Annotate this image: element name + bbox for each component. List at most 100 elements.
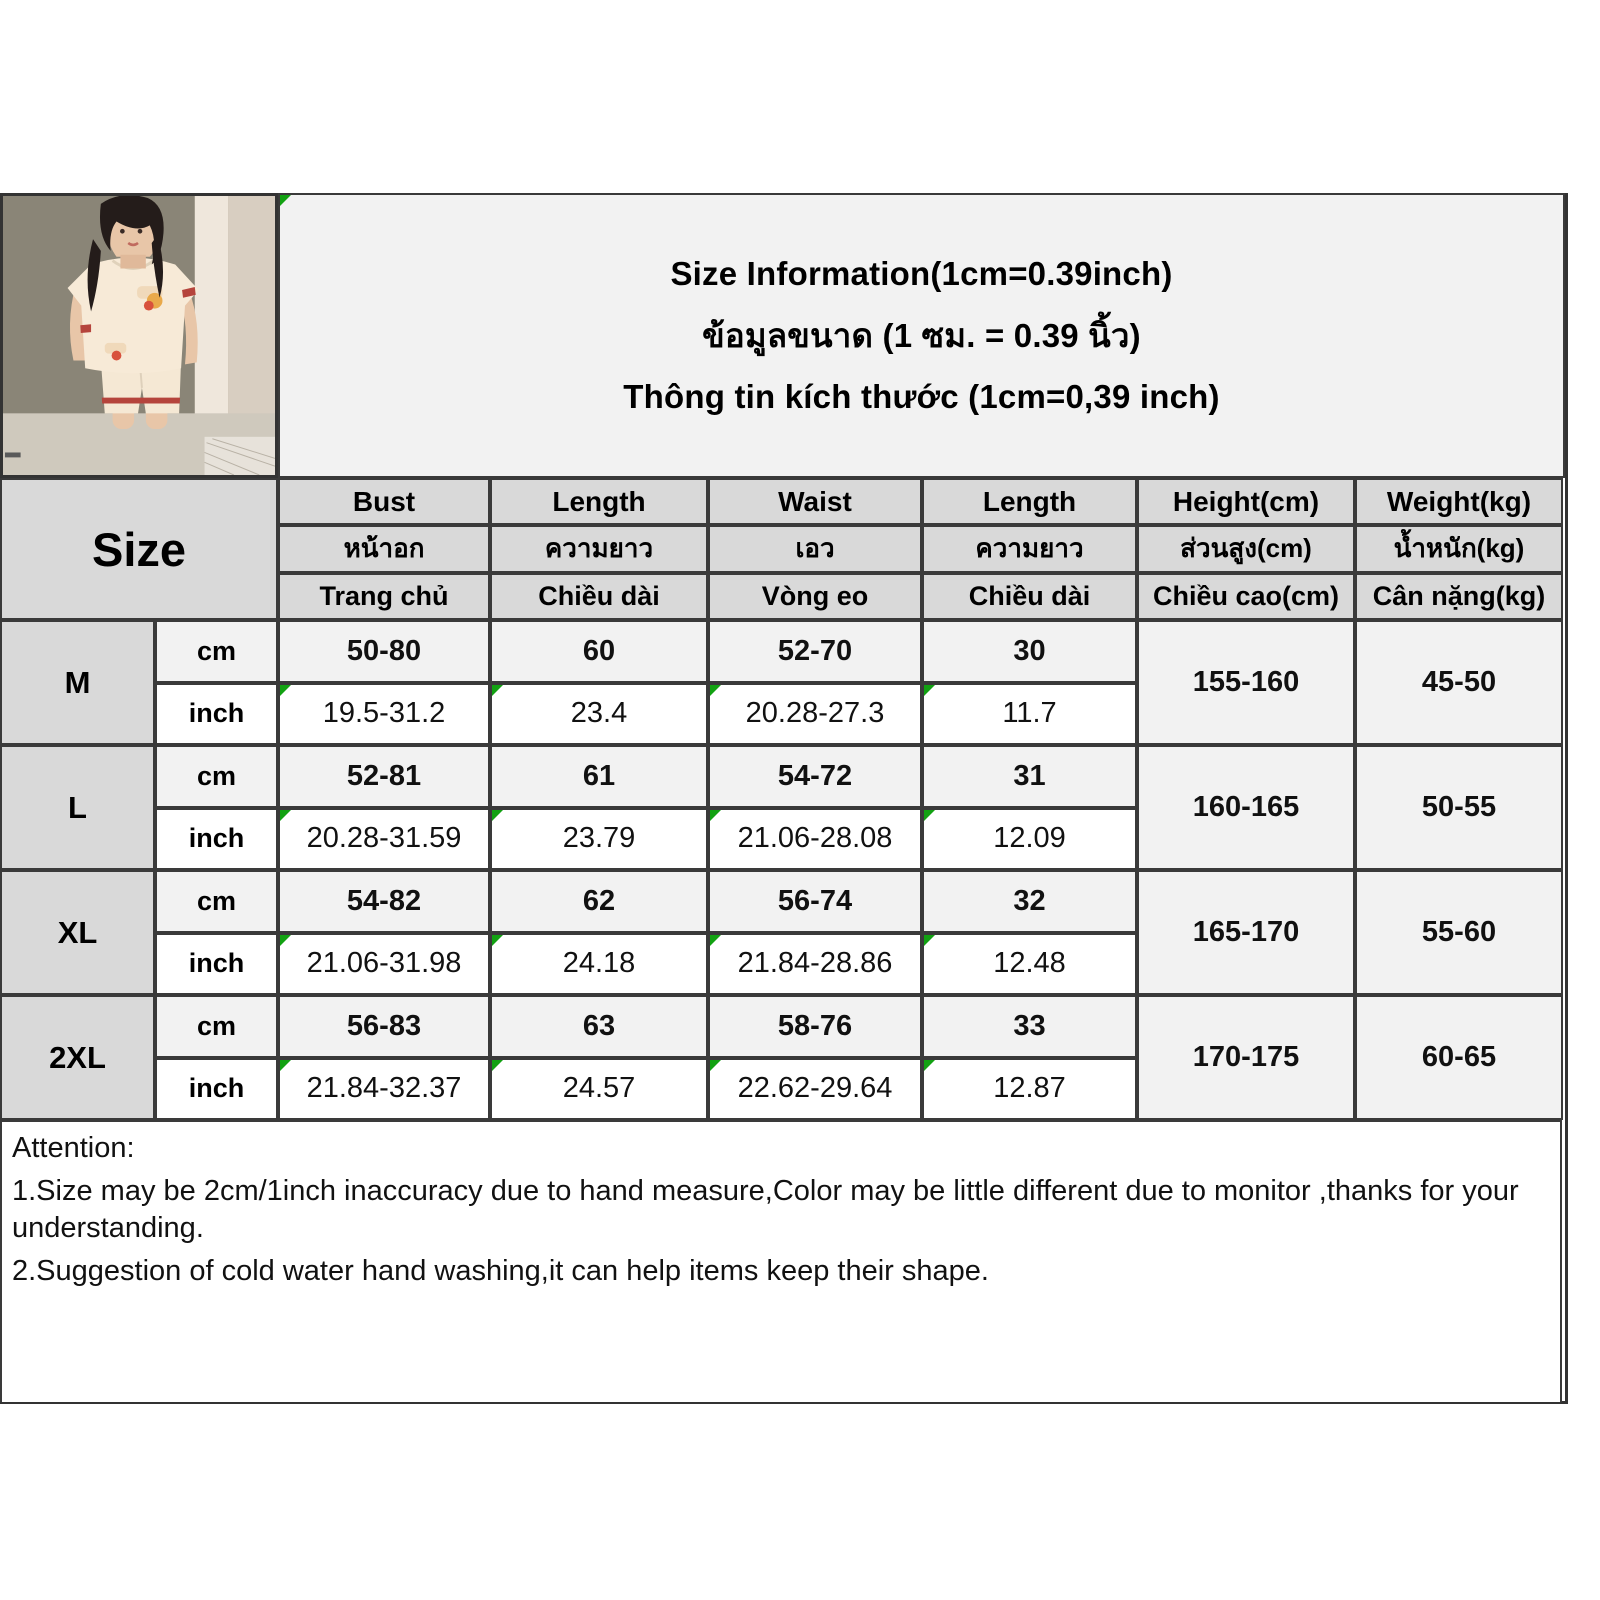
unit-inch-2XL-label: inch: [188, 1073, 245, 1104]
comment-marker-icon: [492, 809, 503, 821]
cell-L-inch-2-label: 23.79: [562, 822, 636, 855]
cell-2XL-cm-4: 33: [922, 995, 1137, 1058]
header-en-2: Length: [490, 478, 708, 526]
cell-2XL-cm-4-label: 33: [1013, 1009, 1046, 1042]
header-th-6: น้ำหนัก(kg): [1355, 525, 1563, 573]
title-line-thai: ข้อมูลขนาด (1 ซม. = 0.39 นิ้ว): [702, 317, 1141, 354]
cell-M-inch-4: 11.7: [922, 682, 1137, 745]
cell-L-cm-2-label: 61: [582, 759, 616, 792]
header-th-5: ส่วนสูง(cm): [1137, 525, 1355, 573]
cell-2XL-cm-2-label: 63: [582, 1009, 616, 1042]
header-en-2-label: Length: [552, 485, 646, 517]
cell-L-cm-3: 54-72: [708, 745, 922, 808]
comment-marker-icon: [280, 934, 291, 946]
comment-marker-icon: [280, 195, 291, 206]
cell-L-cm-1-label: 52-81: [346, 759, 422, 792]
header-vi-2-label: Chiều dài: [538, 580, 660, 611]
cell-2XL-inch-3: 22.62-29.64: [708, 1057, 922, 1120]
header-en-3: Waist: [708, 478, 922, 526]
header-vi-5-label: Chiều cao(cm): [1152, 580, 1340, 611]
cell-L-inch-2: 23.79: [490, 807, 708, 870]
unit-inch-XL-label: inch: [188, 948, 245, 979]
cell-2XL-height: 170-175: [1137, 995, 1355, 1120]
header-vi-5: Chiều cao(cm): [1137, 572, 1355, 620]
cell-M-cm-3: 52-70: [708, 620, 922, 683]
cell-L-height-label: 160-165: [1192, 791, 1300, 823]
attention-note-2: 2.Suggestion of cold water hand washing,…: [12, 1255, 989, 1288]
unit-inch-XL: inch: [155, 932, 278, 995]
unit-cm-M-label: cm: [196, 635, 237, 666]
header-th-1-label: หน้าอก: [343, 533, 425, 564]
cell-2XL-cm-1-label: 56-83: [346, 1009, 422, 1042]
header-vi-3: Vòng eo: [708, 572, 922, 620]
cell-XL-height-label: 165-170: [1192, 916, 1300, 948]
unit-cm-M: cm: [155, 620, 278, 683]
cell-XL-cm-4: 32: [922, 870, 1137, 933]
cell-2XL-inch-4: 12.87: [922, 1057, 1137, 1120]
comment-marker-icon: [924, 809, 935, 821]
unit-inch-L-label: inch: [188, 823, 245, 854]
size-label-XL: XL: [0, 870, 155, 995]
cell-2XL-cm-3: 58-76: [708, 995, 922, 1058]
cell-L-inch-3-label: 21.06-28.08: [737, 822, 893, 855]
header-th-6-label: น้ำหนัก(kg): [1393, 533, 1525, 564]
cell-M-cm-3-label: 52-70: [777, 634, 853, 667]
cell-M-cm-1-label: 50-80: [346, 634, 422, 667]
header-en-1-label: Bust: [352, 485, 416, 517]
cell-2XL-inch-2-label: 24.57: [562, 1072, 636, 1105]
cell-2XL-weight-label: 60-65: [1421, 1041, 1497, 1073]
header-vi-4-label: Chiều dài: [968, 580, 1091, 611]
header-en-5-label: Height(cm): [1172, 485, 1320, 517]
size-label-2XL-label: 2XL: [49, 1039, 106, 1075]
cell-L-weight-label: 50-55: [1421, 791, 1497, 823]
header-en-4-label: Length: [982, 485, 1077, 517]
cell-XL-weight: 55-60: [1355, 870, 1563, 995]
cell-M-cm-4: 30: [922, 620, 1137, 683]
unit-cm-2XL: cm: [155, 995, 278, 1058]
cell-XL-inch-1: 21.06-31.98: [278, 932, 490, 995]
cell-XL-cm-1-label: 54-82: [346, 884, 422, 917]
cell-L-cm-4: 31: [922, 745, 1137, 808]
cell-L-inch-1-label: 20.28-31.59: [306, 822, 462, 855]
header-en-3-label: Waist: [778, 485, 852, 517]
header-en-4: Length: [922, 478, 1137, 526]
size-label-M-label: M: [64, 664, 91, 700]
unit-cm-L-label: cm: [196, 760, 237, 791]
header-vi-6-label: Cân nặng(kg): [1372, 580, 1546, 611]
header-en-6-label: Weight(kg): [1386, 485, 1532, 517]
header-th-1: หน้าอก: [278, 525, 490, 573]
cell-XL-inch-4-label: 12.48: [993, 947, 1066, 980]
unit-inch-M-label: inch: [188, 698, 245, 729]
unit-inch-L: inch: [155, 807, 278, 870]
header-th-4-label: ความยาว: [975, 533, 1084, 564]
cell-2XL-inch-2: 24.57: [490, 1057, 708, 1120]
cell-XL-inch-2: 24.18: [490, 932, 708, 995]
unit-cm-L: cm: [155, 745, 278, 808]
title-line-vietnamese: Thông tin kích thước (1cm=0,39 inch): [623, 378, 1220, 415]
comment-marker-icon: [710, 684, 721, 696]
product-photo-illustration: [3, 196, 275, 475]
cell-XL-cm-2: 62: [490, 870, 708, 933]
unit-cm-XL: cm: [155, 870, 278, 933]
header-en-5: Height(cm): [1137, 478, 1355, 526]
header-vi-6: Cân nặng(kg): [1355, 572, 1563, 620]
comment-marker-icon: [710, 934, 721, 946]
size-label-2XL: 2XL: [0, 995, 155, 1120]
cell-XL-height: 165-170: [1137, 870, 1355, 995]
product-photo: [0, 193, 278, 478]
cell-M-weight: 45-50: [1355, 620, 1563, 745]
cell-M-inch-1-label: 19.5-31.2: [322, 697, 446, 730]
unit-inch-2XL: inch: [155, 1057, 278, 1120]
comment-marker-icon: [280, 684, 291, 696]
cell-L-cm-2: 61: [490, 745, 708, 808]
unit-cm-2XL-label: cm: [196, 1010, 237, 1041]
cell-L-inch-1: 20.28-31.59: [278, 807, 490, 870]
cell-M-inch-3: 20.28-27.3: [708, 682, 922, 745]
cell-M-inch-2: 23.4: [490, 682, 708, 745]
cell-2XL-cm-3-label: 58-76: [777, 1009, 853, 1042]
title-line-english: Size Information(1cm=0.39inch): [670, 255, 1173, 292]
comment-marker-icon: [492, 934, 503, 946]
cell-XL-inch-2-label: 24.18: [562, 947, 636, 980]
cell-2XL-inch-4-label: 12.87: [993, 1072, 1066, 1105]
cell-XL-cm-2-label: 62: [582, 884, 616, 917]
